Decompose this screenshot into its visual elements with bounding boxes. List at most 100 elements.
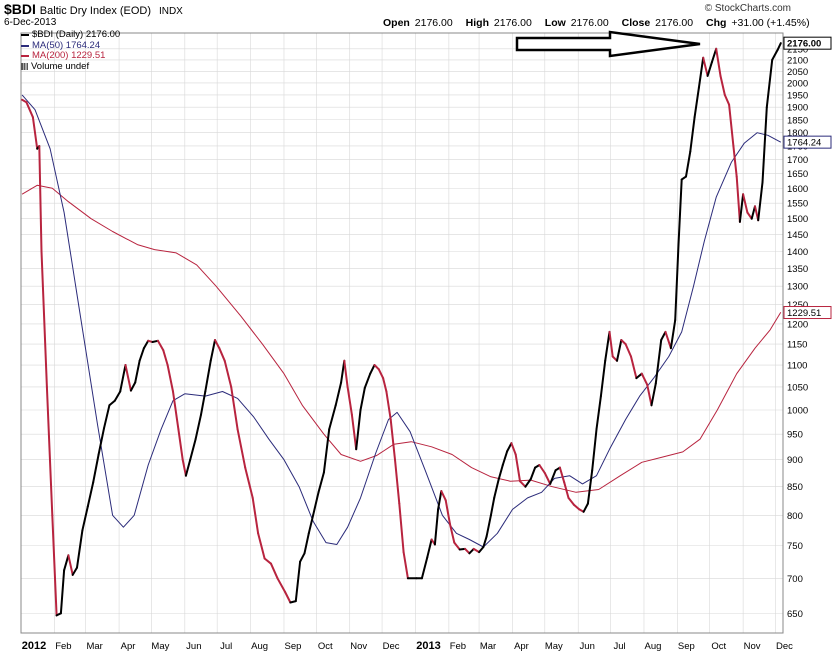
price-segment <box>757 181 764 222</box>
price-segment <box>765 58 774 109</box>
price-segment <box>71 566 78 576</box>
price-segment <box>204 359 212 393</box>
y-tick-label: 1850 <box>787 115 808 126</box>
brand-logo: © StockCharts.com <box>704 3 791 14</box>
price-segment <box>519 480 527 488</box>
y-tick-label: 1900 <box>787 103 808 114</box>
y-tick-label: 1600 <box>787 184 808 195</box>
price-segment <box>468 547 475 555</box>
price-segment <box>76 529 84 569</box>
legend-item-ma50: MA(50) 1764.24 <box>21 40 120 52</box>
x-tick-label: Oct <box>318 641 333 652</box>
price-segment <box>303 532 310 555</box>
x-tick-label: Feb <box>55 641 71 652</box>
price-tag-label: 2176.00 <box>787 39 821 50</box>
price-segment <box>650 382 657 407</box>
chart-date: 6-Dec-2013 <box>4 17 57 28</box>
price-segment <box>630 355 638 380</box>
price-segment <box>373 364 380 371</box>
y-tick-label: 1550 <box>787 199 808 210</box>
y-tick-label: 850 <box>787 482 803 493</box>
price-tag-label: 1764.24 <box>787 138 821 149</box>
price-segment <box>223 359 233 388</box>
price-segment <box>343 359 349 388</box>
price-segment <box>181 458 187 477</box>
price-segment <box>86 481 95 508</box>
legend-swatch <box>21 44 29 47</box>
price-segment <box>702 56 709 77</box>
price-segment <box>433 508 440 546</box>
price-segment <box>742 193 749 214</box>
price-tag-label: 1229.51 <box>787 308 821 319</box>
price-segment <box>771 48 779 61</box>
price-segment <box>369 364 376 375</box>
ma200-line <box>21 184 782 493</box>
y-tick-label: 800 <box>787 511 803 522</box>
y-tick-label: 1400 <box>787 247 808 258</box>
price-segment <box>558 466 566 484</box>
price-tag-box <box>783 135 832 149</box>
price-segment <box>67 554 74 576</box>
y-tick-label: 1050 <box>787 382 808 393</box>
price-segment <box>113 390 122 402</box>
legend-item-price: $BDI (Daily) 2176.00 <box>21 29 120 41</box>
y-tick-label: 2150 <box>787 44 808 55</box>
x-tick-label: Dec <box>383 641 400 652</box>
price-segment <box>464 547 471 555</box>
price-segment <box>276 577 287 593</box>
price-segment <box>59 569 66 615</box>
price-segment <box>478 546 485 554</box>
x-tick-label: Sep <box>678 641 695 652</box>
price-segment <box>284 591 292 604</box>
x-tick-label: Jul <box>613 641 625 652</box>
y-tick-label: 750 <box>787 541 803 552</box>
x-tick-label: Aug <box>251 641 268 652</box>
y-tick-label: 2100 <box>787 55 808 66</box>
price-segment <box>572 503 581 511</box>
price-segment <box>529 466 537 480</box>
x-tick-label: 2013 <box>416 640 440 652</box>
price-segment <box>677 178 683 246</box>
price-segment <box>355 409 362 451</box>
legend-label: Volume undef <box>31 60 90 72</box>
price-segment <box>654 339 663 385</box>
price-segment <box>394 458 401 505</box>
price-segment <box>45 386 54 517</box>
legend-swatch <box>21 34 29 37</box>
x-axis: 2012 Feb Mar Apr May Jun Jul Aug Sep Oct Nov Dec 201… <box>22 640 793 652</box>
price-segment <box>728 103 735 147</box>
price-segment <box>761 106 768 184</box>
price-segment <box>172 390 180 431</box>
index-name: Baltic Dry Index (EOD) <box>39 5 152 17</box>
price-segment <box>92 453 100 484</box>
price-segment <box>608 330 614 358</box>
price-segment <box>485 514 492 538</box>
price-segment <box>697 56 705 89</box>
price-segment <box>257 532 266 560</box>
x-tick-label: May <box>545 641 563 652</box>
price-segment <box>129 381 137 392</box>
price-segment <box>599 359 607 398</box>
x-tick-label: Jun <box>580 641 595 652</box>
exchange: INDX <box>158 6 183 17</box>
price-segment <box>31 116 39 150</box>
price-segment <box>398 502 405 554</box>
x-tick-label: Oct <box>711 641 726 652</box>
x-tick-label: Jun <box>186 641 201 652</box>
y-tick-label: 950 <box>787 430 803 441</box>
price-segment <box>582 502 589 513</box>
arrow-icon <box>515 30 701 58</box>
ma50-line <box>21 94 782 548</box>
price-segment <box>322 428 331 474</box>
price-segment <box>359 386 366 411</box>
price-segment <box>299 552 306 563</box>
plot-frame <box>20 32 784 634</box>
price-segment <box>472 547 481 554</box>
price-segment <box>735 175 741 223</box>
y-tick-label: 1000 <box>787 406 808 417</box>
legend-swatch <box>21 55 29 58</box>
price-segment <box>489 496 496 517</box>
price-segment <box>251 496 260 535</box>
price-segment <box>142 339 150 350</box>
price-segment <box>664 330 672 350</box>
